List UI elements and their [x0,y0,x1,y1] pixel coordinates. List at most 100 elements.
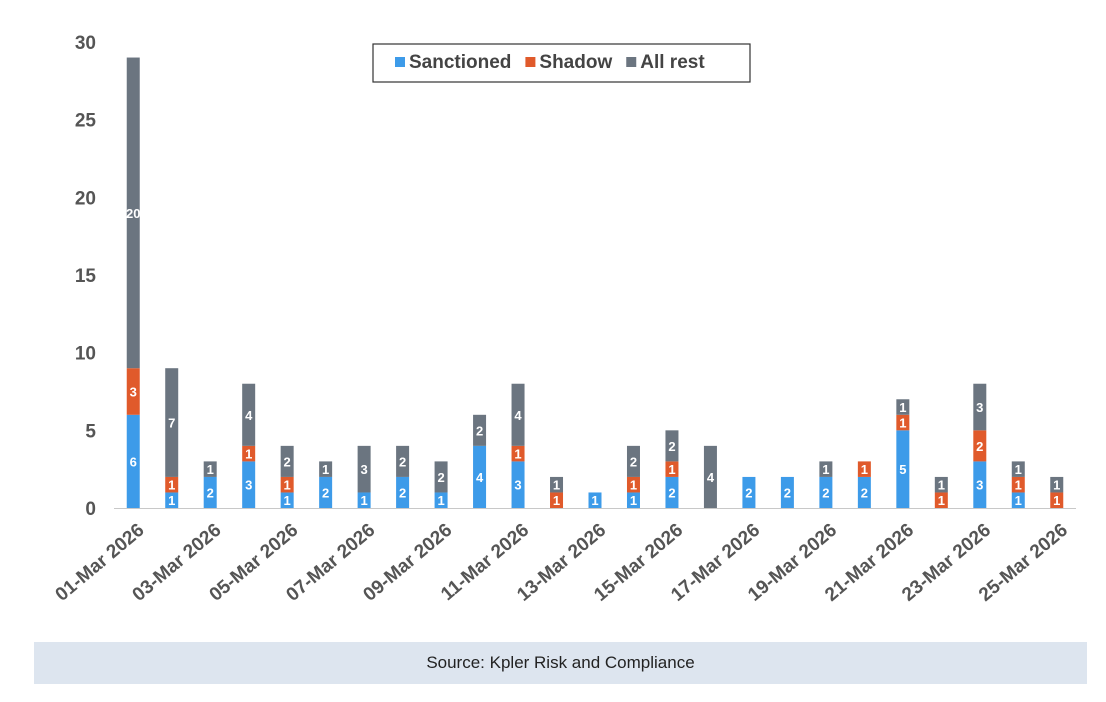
data-label: 1 [1015,478,1022,493]
data-label: 2 [784,485,791,500]
data-label: 1 [168,478,175,493]
data-label: 1 [284,478,291,493]
bar-sanctioned [319,476,333,508]
data-label: 2 [745,485,752,500]
bar-shadow [934,492,948,508]
bar-shadow [511,445,525,462]
bar-all-rest [626,445,640,477]
data-label: 1 [514,447,521,462]
data-label: 1 [437,493,444,508]
bar-all-rest [511,383,525,446]
data-label: 4 [245,408,253,423]
bar-all-rest [1050,476,1064,493]
data-label: 4 [476,470,484,485]
source-box: Source: Kpler Risk and Compliance [34,642,1087,684]
bar-sanctioned [203,476,217,508]
bar-sanctioned [126,414,140,508]
bar-sanctioned [511,461,525,508]
bar-all-rest [703,445,717,508]
bar-all-rest [819,461,833,477]
bar-sanctioned [280,492,294,508]
legend-label: Shadow [539,52,612,73]
y-tick-label: 0 [85,499,96,520]
bar-shadow [1050,492,1064,508]
data-label: 2 [322,485,329,500]
bar-all-rest [550,476,564,493]
bar-all-rest [434,461,448,493]
data-label: 1 [938,493,945,508]
data-label: 1 [207,462,214,477]
data-label: 3 [976,400,983,415]
bar-sanctioned [434,492,448,508]
bar-shadow [665,461,679,477]
data-label: 2 [399,485,406,500]
data-label: 2 [437,470,444,485]
bar-sanctioned [396,476,410,508]
bar-sanctioned [165,492,179,508]
data-label: 7 [168,416,175,431]
data-label: 1 [630,478,637,493]
data-label: 1 [168,493,175,508]
data-label: 1 [1015,493,1022,508]
bar-shadow [280,476,294,493]
bar-all-rest [242,383,256,446]
data-label: 1 [899,400,906,415]
data-label: 1 [1053,478,1060,493]
bar-shadow [626,476,640,493]
data-label: 2 [284,454,291,469]
bar-sanctioned [742,476,756,508]
bar-all-rest [665,430,679,462]
y-tick-label: 5 [85,421,96,442]
bar-all-rest [165,368,179,477]
data-label: 3 [130,385,137,400]
data-label: 1 [1053,493,1060,508]
data-label: 3 [245,478,252,493]
bar-sanctioned [357,492,371,508]
data-label: 3 [976,478,983,493]
data-label: 2 [668,485,675,500]
bar-shadow [126,368,140,415]
data-label: 1 [630,493,637,508]
data-label: 2 [668,439,675,454]
legend-label: All rest [640,52,705,73]
bar-all-rest [357,445,371,493]
bar-sanctioned [896,430,910,508]
data-label: 1 [1015,462,1022,477]
data-label: 1 [284,493,291,508]
data-label: 5 [899,462,906,477]
data-label: 1 [591,493,598,508]
bar-sanctioned [665,476,679,508]
data-label: 3 [514,478,521,493]
data-label: 1 [861,462,868,477]
bar-all-rest [973,383,987,431]
bar-all-rest [1011,461,1025,477]
legend-swatch [395,57,405,67]
data-label: 1 [899,416,906,431]
data-label: 1 [938,478,945,493]
legend-swatch [525,57,536,67]
bar-shadow [973,430,987,462]
data-label: 3 [361,462,368,477]
bar-shadow [242,445,256,462]
legend-label: Sanctioned [409,52,511,73]
bar-shadow [896,414,910,431]
y-tick-label: 20 [75,188,96,209]
data-label: 4 [707,470,715,485]
legend-swatch [626,57,637,67]
bar-shadow [165,476,179,493]
bar-sanctioned [626,492,640,508]
data-label: 4 [514,408,522,423]
bar-all-rest [396,445,410,477]
data-label: 1 [668,462,675,477]
data-label: 2 [822,485,829,500]
bar-sanctioned [780,476,794,508]
bar-sanctioned [473,445,487,508]
bar-sanctioned [1011,492,1025,508]
data-label: 1 [822,462,829,477]
data-label: 1 [322,462,329,477]
data-label: 1 [553,478,560,493]
bar-all-rest [126,57,140,369]
bar-all-rest [280,445,294,477]
data-label: 1 [361,493,368,508]
